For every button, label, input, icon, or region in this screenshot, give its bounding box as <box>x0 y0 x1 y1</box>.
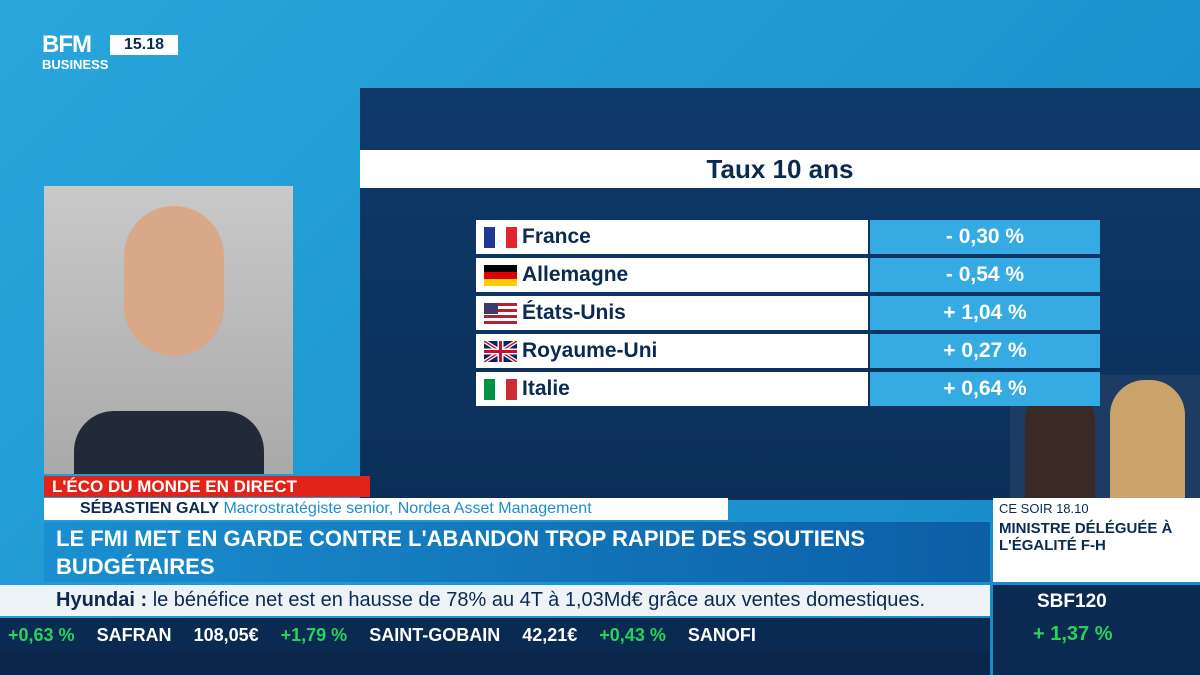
index-name: SBF120 <box>1037 591 1107 612</box>
stock-name: SAFRAN <box>96 625 172 645</box>
news-ticker: Hyundai : le bénéfice net est en hausse … <box>0 585 990 616</box>
rate-cell: - 0,30 % <box>870 220 1100 254</box>
flag <box>484 341 517 362</box>
index-box: SBF120 + 1,37 % <box>993 585 1200 675</box>
stock-price: 42,21€ <box>522 625 578 645</box>
promo: CE SOIR 18.10 MINISTRE DÉLÉGUÉE À L'ÉGAL… <box>993 498 1200 582</box>
promo-text: MINISTRE DÉLÉGUÉE À L'ÉGALITÉ F-H <box>999 520 1173 554</box>
show-name: L'ÉCO DU MONDE EN DIRECT <box>44 476 370 497</box>
rate-cell: + 0,64 % <box>870 372 1100 406</box>
guest-photo <box>44 186 293 474</box>
logo: BFM <box>42 31 92 58</box>
rate-cell: - 0,54 % <box>870 258 1100 292</box>
stock-price: 108,05€ <box>193 625 259 645</box>
country-cell: France <box>476 220 868 254</box>
index-change: + 1,37 % <box>1033 623 1113 645</box>
flag <box>484 265 517 286</box>
stock-change: +1,79 % <box>280 625 348 645</box>
stock-ticker: +0,63 % SAFRAN 108,05€ +1,79 % SAINT-GOBAIN 4… <box>0 618 990 652</box>
flag <box>484 227 517 248</box>
table-title: Taux 10 ans <box>360 150 1200 188</box>
rate-cell: + 1,04 % <box>870 296 1100 330</box>
rate-cell: + 0,27 % <box>870 334 1100 368</box>
clock: 15.18 <box>110 35 178 55</box>
stock-change: +0,43 % <box>599 625 666 645</box>
guest-role: Macrostratégiste senior, Nordea Asset Ma… <box>223 500 592 517</box>
stock-name: SAINT-GOBAIN <box>369 625 501 645</box>
guest-line: SÉBASTIEN GALY Macrostratégiste senior, … <box>44 498 728 520</box>
headline: LE FMI MET EN GARDE CONTRE L'ABANDON TRO… <box>44 522 990 582</box>
news-text: le bénéfice net est en hausse de 78% au … <box>152 589 926 611</box>
bottom-band <box>0 652 990 675</box>
country-cell: États-Unis <box>476 296 868 330</box>
promo-time: CE SOIR 18.10 <box>999 501 1089 516</box>
flag <box>484 379 517 400</box>
stock-change: +0,63 % <box>8 625 75 645</box>
country-cell: Italie <box>476 372 868 406</box>
country-cell: Royaume-Uni <box>476 334 868 368</box>
logo-sub: BUSINESS <box>42 57 109 72</box>
guest-name: SÉBASTIEN GALY <box>80 500 219 517</box>
news-company: Hyundai : <box>56 589 148 611</box>
stock-name: SANOFI <box>687 625 756 645</box>
country-cell: Allemagne <box>476 258 868 292</box>
flag <box>484 303 517 324</box>
